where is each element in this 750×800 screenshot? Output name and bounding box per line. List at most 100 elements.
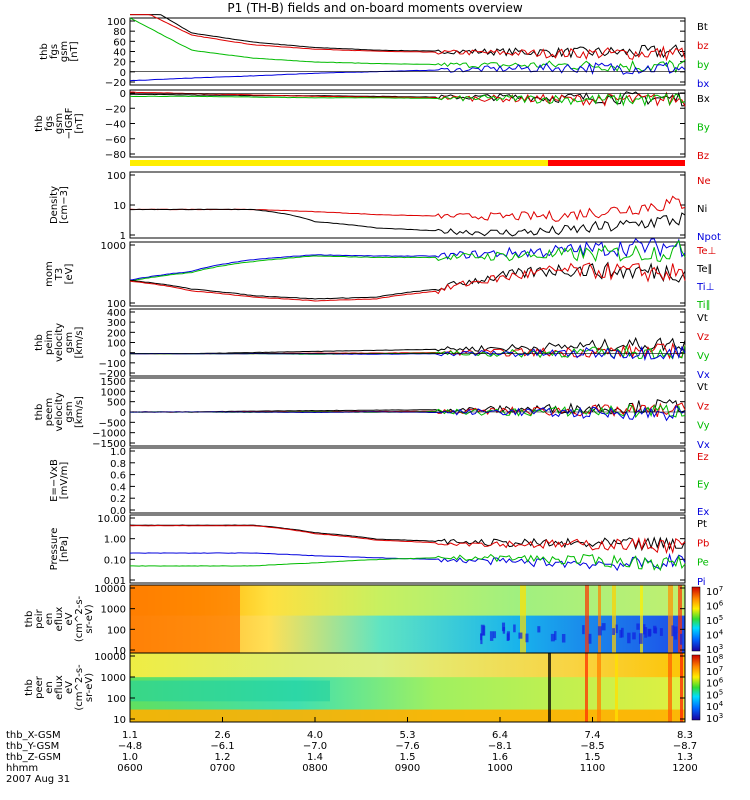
y-axis-label: gsm — [64, 401, 75, 422]
y-tick-label: 10 — [113, 201, 126, 212]
y-axis-label: eV — [64, 681, 75, 694]
y-tick-label: 80 — [113, 27, 126, 38]
legend-item-Ez: Ez — [697, 452, 709, 463]
legend-item-Npot: Npot — [697, 232, 721, 243]
electron-streak — [585, 653, 588, 722]
ephemeris-value: 5.3 — [400, 730, 416, 741]
y-axis-label: (cm^2-s- — [74, 664, 85, 711]
y-tick-label: 0.4 — [110, 482, 126, 493]
ephemeris-value: 1.5 — [585, 752, 601, 763]
panel-fgs2: 0 −20 −40 −60 −80 thb fgs gsm −IGRF [nT] Bx By Bz — [34, 89, 710, 162]
ephemeris-label: thb_Y-GSM — [6, 741, 59, 752]
y-axis-label: thb — [34, 115, 45, 132]
ephemeris-value: −7.0 — [303, 741, 327, 752]
y-tick-label: 1500 — [101, 377, 126, 388]
series-line-Ni — [130, 208, 686, 237]
ion-streak — [598, 585, 601, 653]
electron-spectrogram-lowenergy — [130, 709, 685, 722]
ion-speckle — [644, 627, 648, 638]
y-tick-label: 1000 — [101, 387, 126, 398]
legend-item-Vy: Vy — [697, 421, 710, 432]
ion-speckle — [480, 634, 483, 645]
y-axis-label: −IGRF — [64, 107, 75, 139]
ion-speckle — [554, 631, 557, 641]
series-line-Pe — [130, 553, 686, 572]
electron-streak — [548, 653, 551, 722]
x-tick-label: 1200 — [672, 763, 697, 774]
y-tick-label: 200 — [107, 328, 126, 339]
y-tick-label: −1000 — [92, 429, 126, 440]
ephemeris-value: 2.6 — [215, 730, 231, 741]
x-tick-label: 0600 — [117, 763, 142, 774]
legend-item-Vt: Vt — [697, 313, 708, 324]
panel-frame — [129, 308, 686, 377]
y-axis-label: Pressure — [49, 528, 60, 571]
y-tick-label: −20 — [105, 78, 126, 89]
panel-density: 100 10 1 Density [cm−3] Ne Ni Npot — [49, 171, 721, 243]
series-line-Ti⊥ — [129, 237, 686, 281]
y-tick-label: 100 — [107, 299, 126, 310]
y-tick-label: 500 — [107, 398, 126, 409]
legend-item-Vx: Vx — [697, 370, 710, 381]
y-tick-label: 0 — [120, 408, 126, 419]
y-tick-label: 0 — [120, 68, 126, 79]
y-axis-label: peir — [34, 608, 45, 628]
series-line-bz — [130, 14, 686, 62]
y-tick-label: 1.0 — [110, 447, 126, 458]
series-line-Bx — [129, 91, 686, 107]
y-tick-label: −60 — [105, 135, 126, 146]
ion-speckle — [518, 632, 523, 639]
ion-speckle — [525, 633, 529, 643]
legend-item-Pi: Pi — [697, 577, 706, 588]
y-axis-label: Density — [49, 186, 60, 224]
y-tick-label: 10 — [113, 715, 126, 726]
legend-item-Te∥: Te∥ — [696, 264, 713, 275]
series-line-By — [129, 92, 686, 107]
series-line-bx — [129, 62, 686, 82]
ion-streak — [640, 585, 643, 653]
y-axis-label: sr-eV) — [84, 673, 95, 702]
ion-streak — [678, 585, 682, 653]
ion-speckle — [671, 625, 675, 637]
y-tick-label: 1 — [120, 231, 126, 242]
ion-speckle — [627, 632, 631, 644]
legend-item-Ti⊥: Ti⊥ — [696, 282, 714, 293]
ephemeris-value: −6.1 — [210, 741, 234, 752]
colorbar — [691, 654, 701, 721]
legend-item-Vz: Vz — [697, 401, 709, 412]
y-tick-label: 0.6 — [110, 471, 126, 482]
ion-speckle — [601, 623, 606, 631]
ion-speckle — [673, 626, 678, 634]
y-axis-label: en — [44, 681, 55, 694]
x-tick-label: 1100 — [580, 763, 605, 774]
legend-item-Pt: Pt — [697, 519, 707, 530]
y-tick-label: 0.01 — [104, 576, 126, 587]
y-axis-label: gsm — [54, 113, 65, 134]
electron-spectrogram-highenergy — [130, 653, 685, 678]
y-tick-label: 100 — [107, 17, 126, 28]
ephemeris-value: −4.8 — [118, 741, 142, 752]
colorbar-tick: 105 — [706, 614, 723, 627]
y-tick-label: 0 — [120, 89, 126, 100]
ephemeris-value: 7.4 — [585, 730, 601, 741]
colorbar — [691, 586, 701, 652]
y-axis-label: velocity — [54, 323, 65, 362]
y-axis-label: mom — [44, 261, 55, 287]
y-axis-label: en — [44, 613, 55, 626]
ion-speckle — [506, 633, 510, 642]
series-line-Bt — [130, 14, 686, 59]
legend-item-bz: bz — [697, 41, 709, 52]
ion-speckle — [489, 631, 494, 641]
ion-speckle — [482, 625, 486, 636]
y-axis-label: thb — [34, 334, 45, 351]
ion-speckle — [561, 633, 566, 643]
ion-speckle — [621, 627, 624, 638]
y-tick-label: 0.2 — [110, 494, 126, 505]
y-axis-label: sr-eV) — [84, 604, 95, 633]
ion-streak — [668, 585, 673, 653]
x-tick-label: 0800 — [302, 763, 327, 774]
y-tick-label: 100 — [107, 171, 126, 182]
legend-item-Bz: Bz — [697, 151, 709, 162]
